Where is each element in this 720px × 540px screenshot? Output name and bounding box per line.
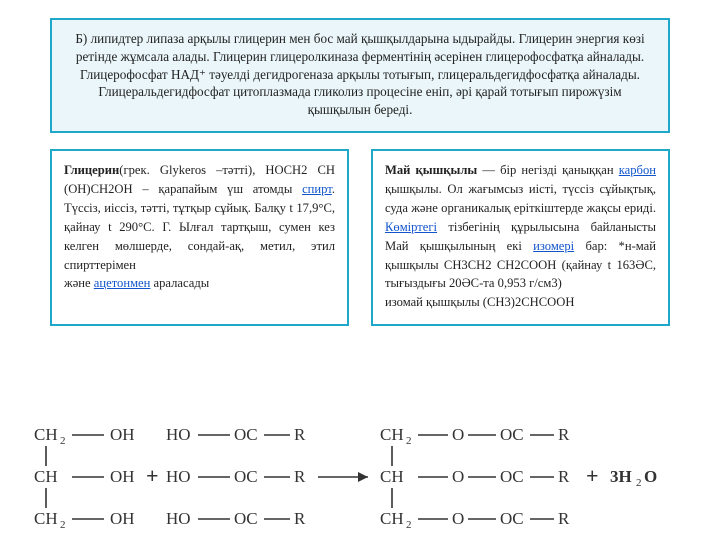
fa-lead: — бір негізді қаныққан [477, 163, 618, 177]
svg-text:+: + [586, 463, 599, 488]
fa-mid1: қышқылы. Ол жағымсыз иісті, түссіз сұйық… [385, 182, 656, 215]
svg-text:CH: CH [380, 467, 404, 486]
link-carbon[interactable]: карбон [619, 163, 656, 177]
fa-iso: изомай қышқылы (СН3)2СНСООН [385, 295, 574, 309]
glycerin-tail: араласады [150, 276, 209, 290]
svg-text:O: O [452, 467, 464, 486]
svg-text:HO: HO [166, 467, 191, 486]
glycerin-title: Глицерин [64, 163, 119, 177]
svg-text:CH: CH [380, 509, 404, 528]
svg-text:R: R [294, 425, 306, 444]
svg-text:OH: OH [110, 425, 135, 444]
link-isomer[interactable]: изомері [533, 239, 574, 253]
two-column-row: Глицерин(грек. Glykeros –тәтті), HOCH2 C… [50, 149, 670, 326]
link-komirtegi[interactable]: Көміртегі [385, 220, 437, 234]
intro-panel: Б) липидтер липаза арқылы глицерин мен б… [50, 18, 670, 133]
link-acetone[interactable]: ацетонмен [94, 276, 151, 290]
svg-text:2: 2 [636, 477, 642, 489]
svg-text:CH: CH [380, 425, 404, 444]
fattyacid-title: Май қышқылы [385, 163, 477, 177]
svg-text:OC: OC [234, 425, 258, 444]
svg-text:2: 2 [60, 519, 66, 530]
svg-text:2: 2 [60, 435, 66, 447]
svg-text:R: R [558, 425, 570, 444]
svg-text:O: O [452, 509, 464, 528]
svg-text:CH: CH [34, 509, 58, 528]
svg-text:OH: OH [110, 509, 135, 528]
svg-text:OC: OC [500, 425, 524, 444]
svg-text:HO: HO [166, 425, 191, 444]
svg-text:2: 2 [406, 519, 412, 530]
glycerin-break: және [64, 276, 94, 290]
svg-text:R: R [558, 467, 570, 486]
svg-text:+: + [146, 463, 159, 488]
svg-text:R: R [294, 467, 306, 486]
svg-text:R: R [558, 509, 570, 528]
svg-text:2: 2 [406, 435, 412, 447]
link-spirt[interactable]: спирт [302, 182, 332, 196]
svg-text:CH: CH [34, 425, 58, 444]
intro-text: Б) липидтер липаза арқылы глицерин мен б… [75, 31, 644, 117]
svg-text:O: O [452, 425, 464, 444]
svg-text:OC: OC [234, 509, 258, 528]
svg-text:O: O [644, 467, 657, 486]
svg-text:OC: OC [500, 509, 524, 528]
fattyacid-card: Май қышқылы — бір негізді қаныққан карбо… [371, 149, 670, 326]
svg-text:OC: OC [500, 467, 524, 486]
glycerin-card: Глицерин(грек. Glykeros –тәтті), HOCH2 C… [50, 149, 349, 326]
svg-text:HO: HO [166, 509, 191, 528]
reaction-diagram: CH2 OH CH OH CH2 OH HO OC R HO OC R HO O… [34, 420, 686, 535]
svg-text:OC: OC [234, 467, 258, 486]
svg-text:R: R [294, 509, 306, 528]
svg-text:CH: CH [34, 467, 58, 486]
svg-text:3H: 3H [610, 467, 632, 486]
svg-text:OH: OH [110, 467, 135, 486]
